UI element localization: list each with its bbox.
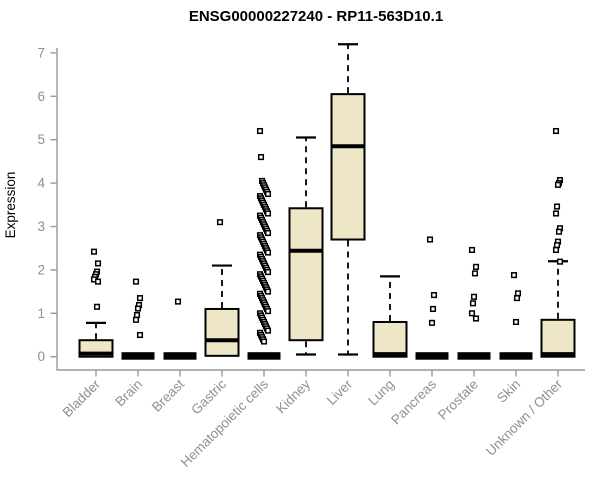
- outlier-point: [264, 249, 272, 256]
- box: [540, 318, 576, 358]
- outlier-point: [174, 298, 182, 305]
- x-tick-label: Skin: [494, 377, 523, 406]
- collapsed-box: [499, 352, 533, 360]
- y-tick-label: 7: [37, 45, 45, 60]
- outlier-point: [470, 293, 478, 300]
- outlier-point: [216, 219, 224, 226]
- outlier-point: [429, 305, 437, 313]
- box-group: [330, 43, 366, 356]
- outlier-point: [264, 288, 272, 295]
- collapsed-box: [247, 352, 281, 360]
- y-tick-label: 0: [37, 349, 45, 364]
- y-axis-label: Expression: [3, 172, 18, 239]
- outlier-point: [132, 316, 140, 323]
- y-tick-label: 4: [37, 176, 45, 191]
- outlier-point: [510, 272, 518, 279]
- outlier-point: [468, 310, 476, 317]
- x-tick-label: Lung: [365, 377, 397, 409]
- box: [288, 207, 324, 342]
- box-group: [499, 272, 533, 360]
- outlier-point: [430, 292, 438, 299]
- box-group: [288, 136, 324, 356]
- outlier-point: [552, 127, 560, 135]
- outlier-point: [264, 229, 272, 237]
- y-tick-label: 2: [37, 262, 45, 277]
- outlier-point: [264, 190, 272, 197]
- x-tick-label: Bladder: [60, 376, 104, 420]
- box: [204, 307, 240, 357]
- outlier-point: [133, 311, 141, 319]
- box-group: [457, 246, 491, 360]
- outlier-point: [260, 338, 268, 345]
- outlier-point: [553, 203, 561, 210]
- x-tick-label: Breast: [149, 376, 187, 414]
- outlier-point: [136, 331, 144, 339]
- x-tick-label: Kidney: [273, 376, 313, 416]
- outlier-point: [552, 210, 560, 217]
- outlier-point: [556, 258, 564, 265]
- outlier-point: [513, 295, 521, 302]
- x-tick-label: Liver: [324, 376, 356, 408]
- x-tick-label: Pancreas: [388, 376, 439, 427]
- outlier-point: [426, 236, 434, 243]
- outlier-point: [471, 270, 479, 277]
- outlier-point: [264, 269, 272, 276]
- outlier-point: [552, 246, 560, 253]
- outlier-point: [94, 260, 102, 267]
- y-tick-label: 1: [37, 306, 45, 321]
- outlier-point: [90, 248, 98, 255]
- box-group: [540, 127, 576, 358]
- x-tick-label: Brain: [112, 377, 145, 410]
- box-group: [163, 298, 197, 360]
- collapsed-box: [163, 352, 197, 360]
- y-tick-label: 6: [37, 89, 45, 104]
- box: [330, 93, 366, 241]
- x-tick-label: Gastric: [188, 376, 229, 417]
- outlier-point: [554, 181, 562, 188]
- box: [372, 320, 408, 358]
- box-group: [247, 127, 281, 360]
- outlier-point: [256, 127, 264, 135]
- outlier-point: [553, 242, 561, 249]
- box-group: [372, 275, 408, 358]
- outlier-point: [257, 154, 265, 161]
- x-tick-label: Prostate: [435, 377, 481, 423]
- box-group: [415, 236, 449, 360]
- outlier-point: [468, 246, 476, 253]
- chart-title: ENSG00000227240 - RP11-563D10.1: [189, 8, 443, 25]
- collapsed-box: [457, 352, 491, 360]
- outlier-point: [555, 228, 563, 235]
- outlier-point: [469, 300, 477, 307]
- outlier-point: [264, 327, 272, 334]
- axis-frame: [56, 48, 585, 371]
- outlier-point: [514, 290, 522, 297]
- outlier-point: [134, 305, 142, 312]
- outlier-point: [472, 315, 480, 322]
- box-group: [78, 248, 114, 358]
- outlier-point: [472, 263, 480, 270]
- box-group: [204, 219, 240, 357]
- outlier-point: [132, 278, 140, 285]
- outlier-point: [264, 210, 272, 217]
- box-group: [121, 278, 155, 360]
- y-tick-label: 3: [37, 219, 45, 234]
- outlier-point: [428, 319, 436, 326]
- outlier-point: [94, 278, 102, 285]
- collapsed-box: [415, 352, 449, 360]
- outlier-point: [93, 303, 101, 310]
- outlier-point: [136, 295, 144, 302]
- x-tick-label: Unknown / Other: [483, 376, 566, 459]
- collapsed-box: [121, 352, 155, 360]
- outlier-point: [512, 318, 520, 326]
- y-tick-label: 5: [37, 132, 45, 147]
- outlier-point: [264, 308, 272, 315]
